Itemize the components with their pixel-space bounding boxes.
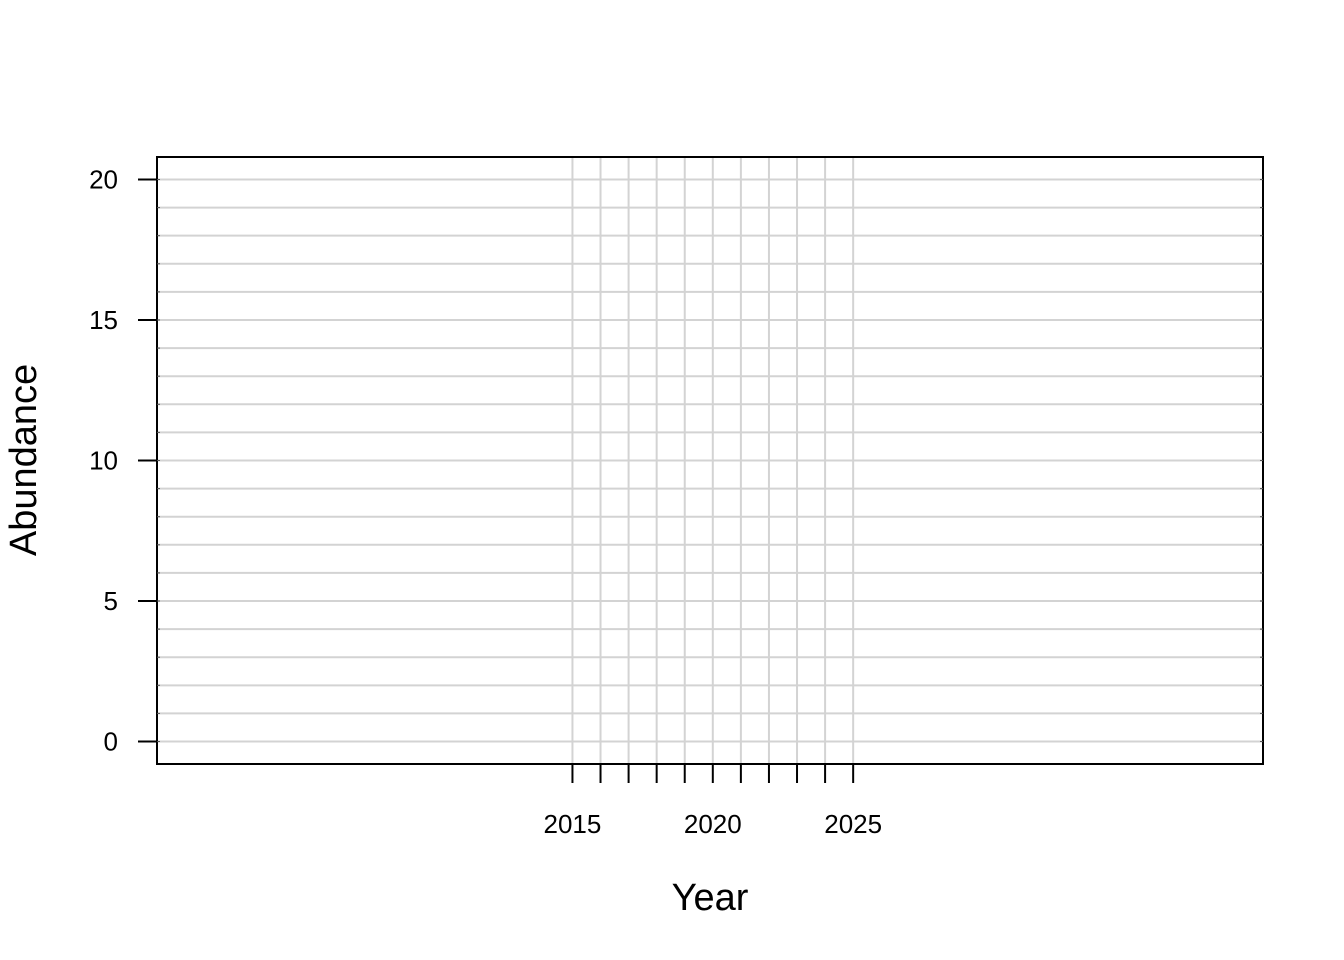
x-axis-title: Year	[672, 877, 749, 919]
y-tick-label: 5	[104, 586, 118, 616]
grid-lines	[157, 157, 1263, 764]
y-tick-label: 15	[89, 305, 118, 335]
y-tick-label: 20	[89, 164, 118, 194]
x-tick-label: 2020	[684, 809, 742, 839]
y-axis: 0 5 10 15 20	[89, 164, 1263, 757]
x-axis: 2015 2020 2025	[544, 764, 882, 839]
x-tick-label: 2025	[824, 809, 882, 839]
x-tick-label: 2015	[544, 809, 602, 839]
y-tick-label: 10	[89, 446, 118, 476]
y-tick-label: 0	[104, 727, 118, 757]
y-axis-title: Abundance	[3, 364, 45, 556]
